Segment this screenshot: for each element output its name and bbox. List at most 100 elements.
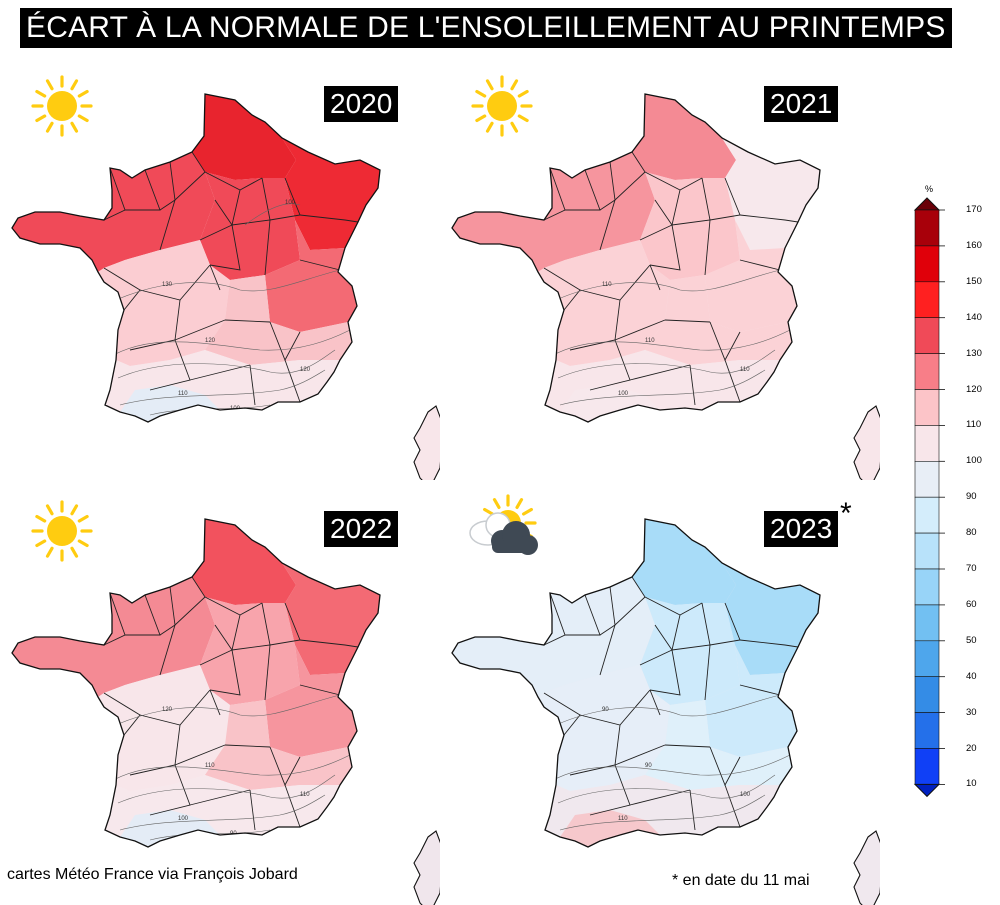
sunshine-zone-southcentral: [645, 275, 792, 365]
isoline: [104, 329, 351, 361]
isoline-label: 110: [178, 391, 188, 397]
sunshine-zone-southwest: [538, 665, 670, 791]
isoline: [559, 369, 766, 406]
legend-tick-label: 110: [966, 419, 982, 431]
isoline-label: 100: [618, 391, 629, 397]
isoline-label: 110: [602, 282, 612, 288]
legend-swatch: [914, 209, 940, 247]
asterisk-marker: *: [840, 497, 852, 530]
map-panel-2022: 120 110 110 100 90 2022: [0, 485, 440, 905]
legend-tick-label: 140: [966, 311, 982, 323]
legend-swatch: [914, 353, 940, 390]
sunshine-zone-pyrenees: [560, 385, 660, 422]
sunshine-zone-west: [452, 152, 655, 272]
sunshine-zone-east: [265, 220, 357, 332]
isoline: [117, 774, 336, 804]
legend-swatch: [914, 317, 940, 354]
legend-swatch: [914, 496, 940, 534]
sunshine-zone-west: [452, 577, 655, 697]
legend-tick-label: 10: [966, 778, 977, 790]
year-label: 2021: [764, 86, 839, 122]
france-map: 110 110 110 100: [451, 93, 880, 480]
year-label: 2020: [324, 86, 399, 122]
isoline-label: 120: [162, 707, 173, 713]
isoline: [555, 269, 781, 301]
legend-swatch: [914, 568, 940, 606]
sunshine-zone-pyrenees: [120, 810, 220, 847]
isoline-label: 90: [602, 707, 609, 713]
sunshine-zone-center: [200, 597, 300, 705]
legend-swatch: [914, 245, 940, 283]
isoline: [557, 349, 776, 379]
isoline: [119, 369, 326, 406]
sunshine-zone-pyrenees: [120, 385, 220, 422]
isoline: [104, 754, 351, 786]
isoline: [119, 794, 326, 831]
map-panel-2023: 90 90 100 110 2023 *: [440, 485, 880, 905]
sunshine-zone-north: [632, 94, 736, 180]
legend-swatch: [914, 281, 940, 319]
legend-swatch: [914, 532, 940, 570]
legend-tick-label: 100: [966, 455, 982, 467]
sunshine-zone-west: [12, 152, 215, 272]
sunshine-zone-east: [705, 220, 797, 332]
legend-arrow-top: [913, 197, 941, 211]
isoline: [544, 329, 791, 361]
isoline-label: 100: [178, 816, 189, 822]
legend-swatch: [914, 425, 940, 462]
france-map: 90 90 100 110: [451, 518, 880, 905]
sunshine-zone-southwest: [98, 665, 230, 791]
corsica: [853, 830, 880, 905]
sunshine-zone-east: [265, 645, 357, 757]
corsica: [413, 405, 440, 480]
sunshine-zone-southwest: [98, 240, 230, 366]
isoline: [555, 694, 781, 726]
corsica: [853, 405, 880, 480]
sun-icon: [471, 75, 533, 137]
isoline-label: 120: [205, 338, 216, 344]
source-credit: cartes Météo France via François Jobard: [7, 866, 298, 883]
isoline: [557, 774, 776, 804]
sunshine-zone-southwest: [538, 240, 670, 366]
corsica: [413, 830, 440, 905]
legend-tick-label: 80: [966, 527, 977, 539]
coastline: [11, 93, 381, 423]
coastline: [451, 93, 821, 423]
legend-swatch: [914, 640, 940, 677]
isoline-label: 110: [205, 763, 215, 769]
sunshine-zone-north: [192, 519, 296, 605]
year-label: 2023: [764, 511, 839, 547]
isoline-label: 90: [645, 763, 652, 769]
legend-arrow-bottom: [913, 783, 941, 798]
isoline: [244, 203, 301, 226]
legend-tick-label: 150: [966, 275, 982, 287]
sunshine-zone-southcentral: [645, 700, 792, 790]
isoline-label: 110: [740, 367, 750, 373]
coastline: [11, 518, 381, 848]
legend-tick-label: 170: [966, 204, 982, 215]
isoline-label: 100: [740, 792, 751, 798]
sunshine-zone-north: [192, 94, 296, 180]
sunshine-zone-southcentral: [205, 700, 352, 790]
legend-tick-label: 60: [966, 598, 977, 610]
isoline: [115, 269, 341, 301]
legend-swatch: [914, 712, 940, 749]
isoline: [115, 694, 341, 726]
isoline-label: 110: [645, 338, 655, 344]
legend-swatch: [914, 460, 940, 498]
sunshine-zone-center: [640, 172, 740, 280]
sunshine-zone-west: [12, 577, 215, 697]
sun-icon: [31, 500, 93, 562]
chart-title: ÉCART À LA NORMALE DE L'ENSOLEILLEMENT A…: [20, 8, 952, 48]
sunshine-zone-center: [200, 172, 300, 280]
sun-behind-cloud-icon: [469, 494, 538, 555]
sun-icon: [31, 75, 93, 137]
sunshine-zone-east: [705, 645, 797, 757]
sunshine-zone-center: [640, 597, 740, 705]
legend-tick-label: 130: [966, 347, 982, 359]
legend-swatch: [914, 604, 940, 642]
legend-swatch: [914, 748, 940, 785]
legend-swatch: [914, 389, 940, 426]
